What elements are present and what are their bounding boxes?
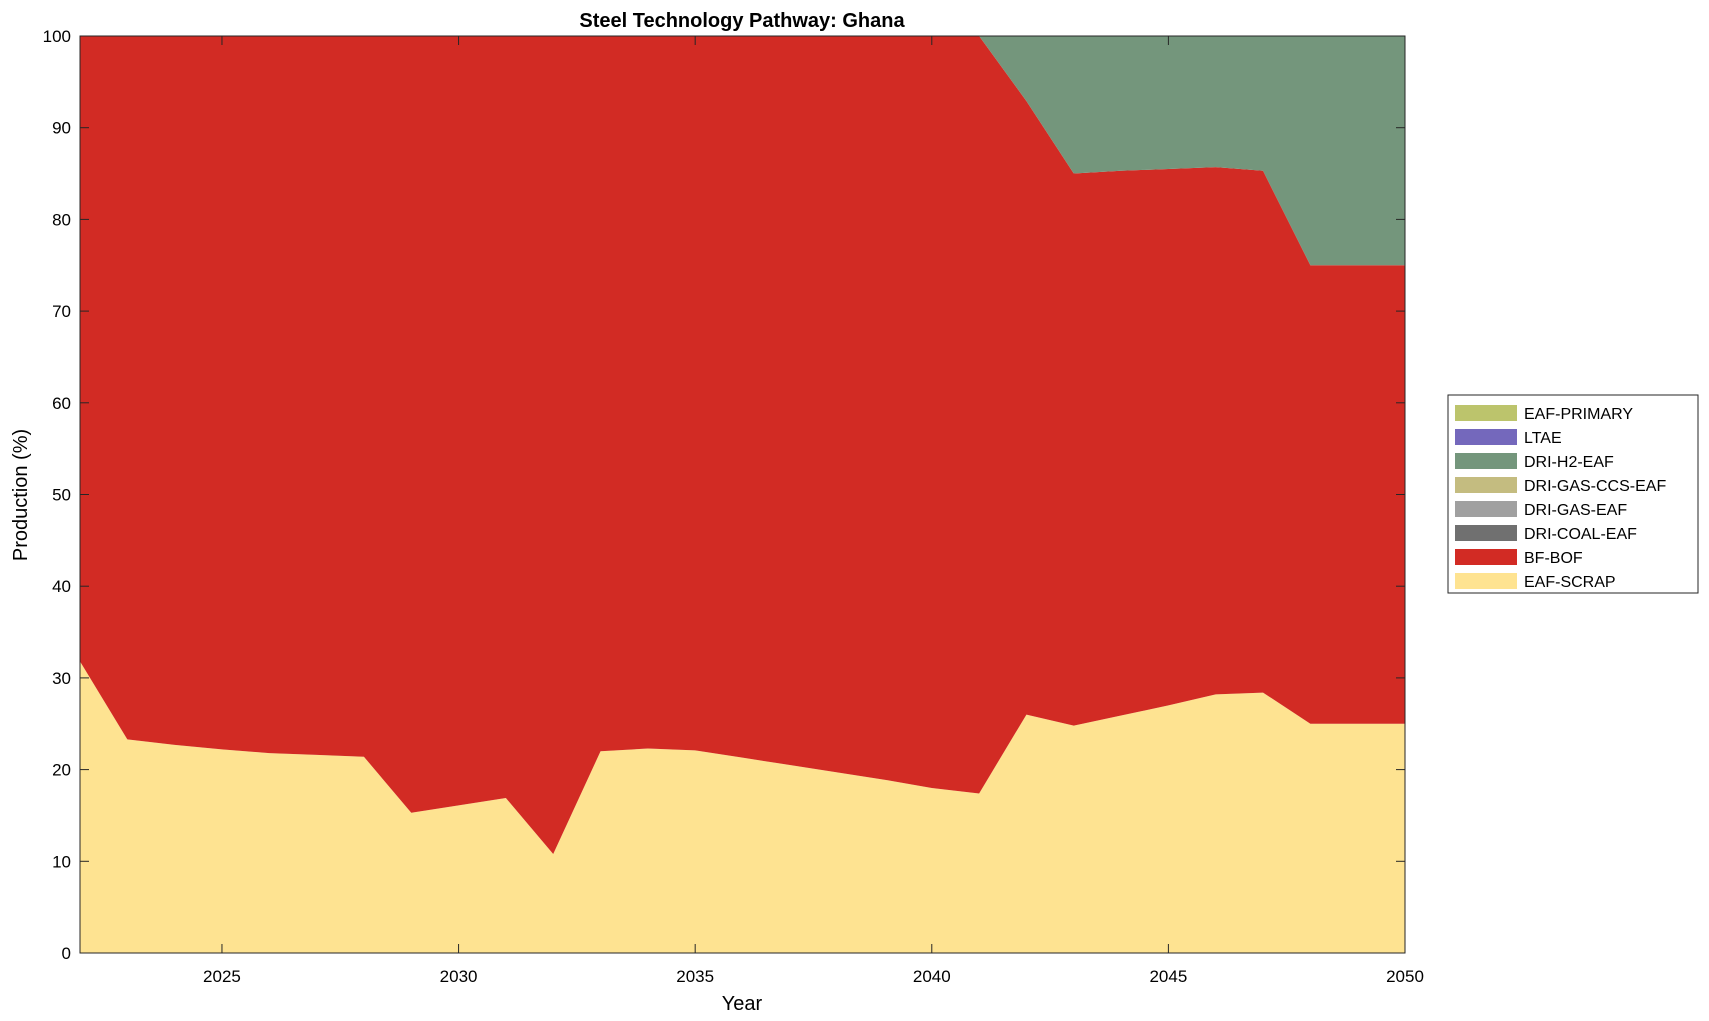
legend-swatch-dri-coal-eaf bbox=[1455, 525, 1517, 541]
legend-entry-dri-gas-ccs-eaf: DRI-GAS-CCS-EAF bbox=[1524, 478, 1666, 495]
x-tick-label: 2050 bbox=[1386, 967, 1424, 986]
area-eaf-scrap bbox=[80, 661, 1405, 953]
y-tick-label: 100 bbox=[43, 27, 71, 46]
area-bf-bof bbox=[80, 36, 1405, 854]
legend-swatch-eaf-scrap bbox=[1455, 573, 1517, 589]
legend-entry-dri-gas-eaf: DRI-GAS-EAF bbox=[1524, 502, 1627, 519]
chart-title: Steel Technology Pathway: Ghana bbox=[579, 10, 905, 32]
legend-entry-dri-h2-eaf: DRI-H2-EAF bbox=[1524, 454, 1614, 471]
y-tick-label: 90 bbox=[52, 119, 71, 138]
x-tick-label: 2045 bbox=[1149, 967, 1187, 986]
legend-swatch-dri-h2-eaf bbox=[1455, 453, 1517, 469]
legend-entry-bf-bof: BF-BOF bbox=[1524, 550, 1583, 567]
legend-swatch-ltae bbox=[1455, 429, 1517, 445]
legend-swatch-bf-bof bbox=[1455, 549, 1517, 565]
area-dri-h2-eaf bbox=[80, 36, 1405, 266]
y-tick-label: 80 bbox=[52, 210, 71, 229]
y-tick-label: 70 bbox=[52, 302, 71, 321]
legend-entry-dri-coal-eaf: DRI-COAL-EAF bbox=[1524, 526, 1637, 543]
x-tick-label: 2035 bbox=[676, 967, 714, 986]
y-axis-label: Production (%) bbox=[10, 429, 32, 561]
y-tick-label: 40 bbox=[52, 577, 71, 596]
axis-ticks: 2025 2030 2035 2040 2045 20500102030405060708… bbox=[43, 27, 1424, 986]
x-tick-label: 2025 bbox=[203, 967, 241, 986]
legend-swatch-eaf-primary bbox=[1455, 405, 1517, 421]
legend-entry-ltae: LTAE bbox=[1524, 430, 1562, 447]
legend-swatch-dri-gas-eaf bbox=[1455, 501, 1517, 517]
y-tick-label: 10 bbox=[52, 852, 71, 871]
legend-entry-eaf-primary: EAF-PRIMARY bbox=[1524, 406, 1633, 423]
legend: EAF-PRIMARY LTAE DRI-H2-EAF DRI-GAS-CCS-EAF… bbox=[1447, 394, 1699, 594]
legend-entry-eaf-scrap: EAF-SCRAP bbox=[1524, 574, 1616, 591]
y-tick-label: 0 bbox=[62, 944, 71, 963]
y-tick-label: 50 bbox=[52, 486, 71, 505]
y-tick-label: 20 bbox=[52, 761, 71, 780]
y-tick-label: 60 bbox=[52, 394, 71, 413]
x-tick-label: 2040 bbox=[913, 967, 951, 986]
area-layers bbox=[80, 36, 1405, 953]
x-tick-label: 2030 bbox=[440, 967, 478, 986]
x-axis-label: Year bbox=[722, 993, 763, 1015]
y-tick-label: 30 bbox=[52, 669, 71, 688]
legend-swatch-dri-gas-ccs-eaf bbox=[1455, 477, 1517, 493]
